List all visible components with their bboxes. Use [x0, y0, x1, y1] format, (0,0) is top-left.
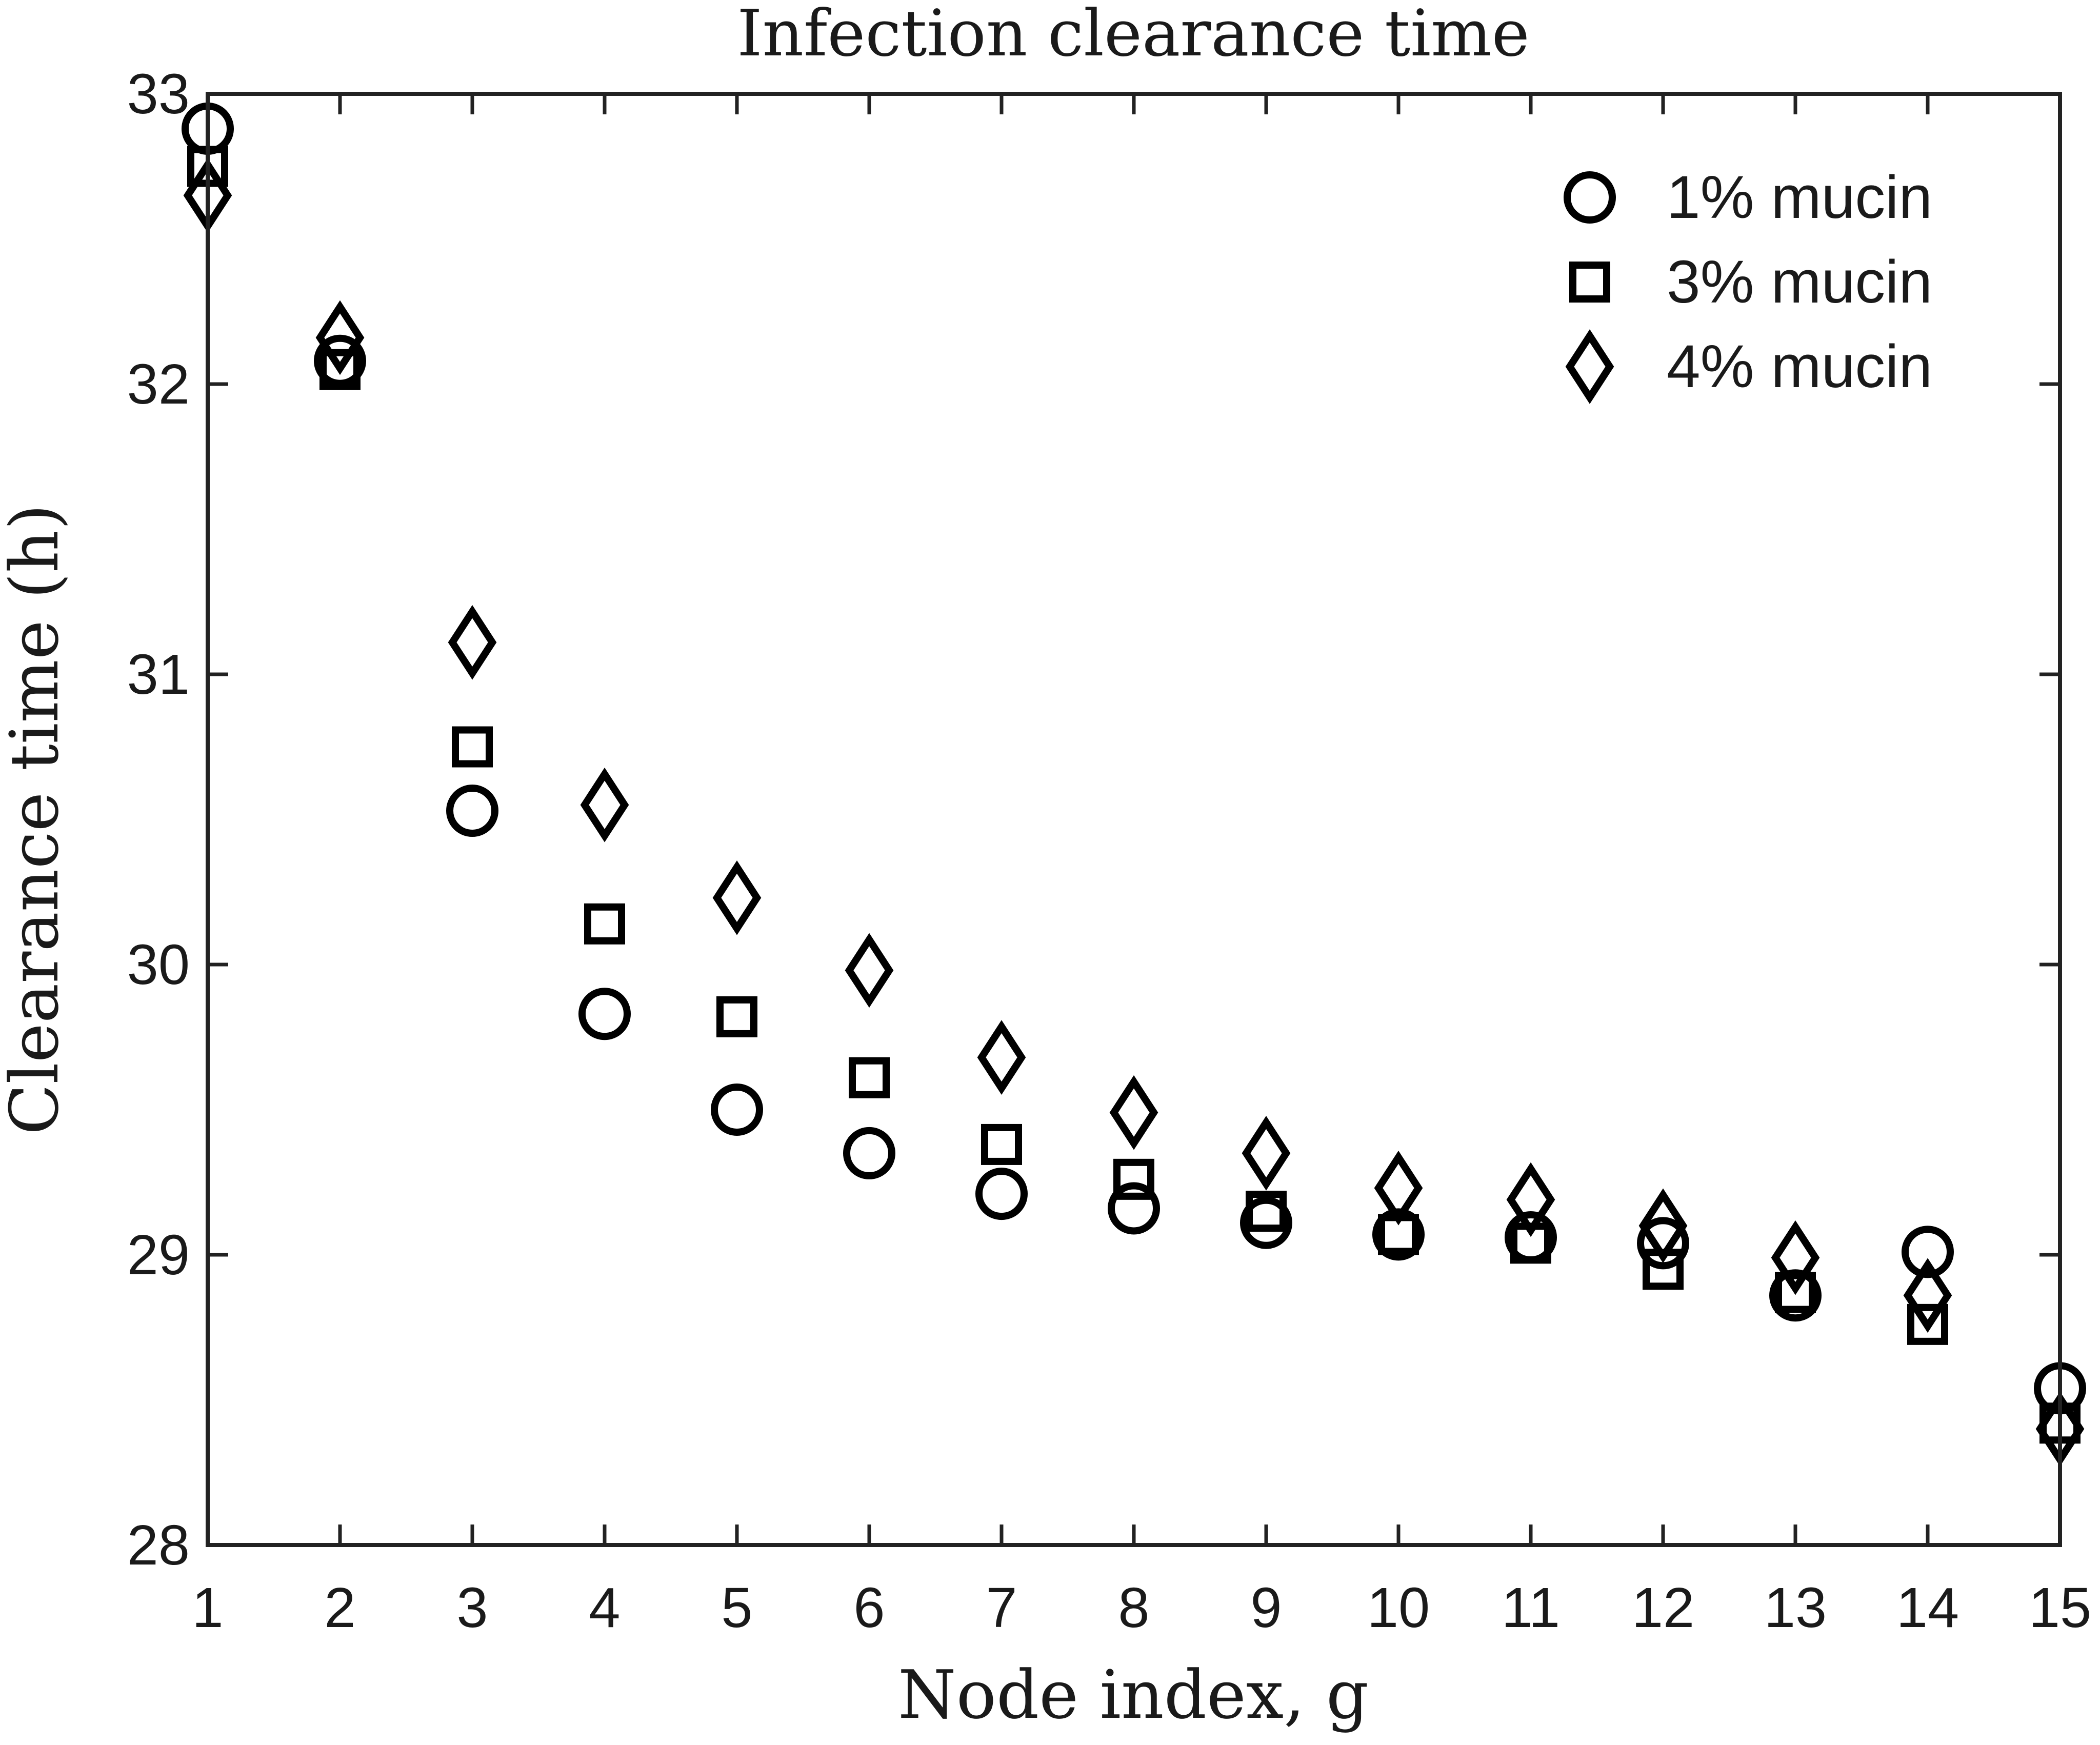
- x-tick-label: 12: [1632, 1576, 1694, 1639]
- x-tick-label: 11: [1502, 1576, 1560, 1639]
- x-axis-title: Node index, g: [898, 1656, 1369, 1734]
- x-tick-label: 9: [1250, 1576, 1282, 1639]
- legend-label: 4% mucin: [1667, 333, 1932, 400]
- x-tick-label: 6: [853, 1576, 885, 1639]
- y-tick-label: 29: [127, 1223, 190, 1287]
- data-point-diamond: [1638, 1188, 1688, 1263]
- data-point-circle: [975, 1168, 1028, 1220]
- data-point-square: [849, 1057, 890, 1098]
- y-tick-label: 32: [127, 353, 190, 416]
- data-point-diamond: [448, 605, 497, 680]
- x-tick-label: 7: [986, 1576, 1017, 1639]
- y-axis-title: Clearance time (h): [0, 504, 73, 1135]
- x-tick-label: 2: [324, 1576, 355, 1639]
- data-point-diamond: [1506, 1162, 1555, 1237]
- y-tick-label: 28: [127, 1514, 190, 1577]
- legend-label: 1% mucin: [1667, 164, 1932, 231]
- legend-label: 3% mucin: [1667, 248, 1932, 316]
- data-point-diamond: [1109, 1075, 1158, 1150]
- data-point-diamond: [845, 933, 894, 1008]
- data-point-square: [1907, 1303, 1948, 1345]
- y-tick-label: 33: [127, 63, 190, 126]
- x-tick-label: 1: [192, 1576, 223, 1639]
- y-tick-label: 30: [127, 933, 190, 996]
- data-point-diamond: [580, 767, 629, 843]
- x-tick-label: 14: [1896, 1576, 1959, 1639]
- data-point-square: [584, 903, 625, 945]
- data-point-diamond: [1903, 1258, 1952, 1333]
- x-tick-label: 10: [1367, 1576, 1430, 1639]
- data-point-square: [1113, 1158, 1154, 1200]
- data-point-circle: [1372, 1208, 1425, 1261]
- data-point-square: [1246, 1191, 1287, 1232]
- data-point-circle: [1637, 1217, 1689, 1270]
- x-tick-label: 4: [589, 1576, 620, 1639]
- chart-title: Infection clearance time: [737, 0, 1530, 71]
- data-point-circle: [1902, 1226, 1954, 1278]
- x-tick-label: 5: [721, 1576, 752, 1639]
- data-point-circle: [446, 785, 498, 837]
- data-point-diamond: [1374, 1150, 1423, 1226]
- data-point-circle: [1240, 1196, 1292, 1249]
- data-point-circle: [711, 1084, 763, 1136]
- legend: 1% mucin 3% mucin 4% mucin: [1564, 164, 1932, 404]
- data-point-circle: [578, 988, 631, 1040]
- plot-marks: [182, 102, 2086, 1467]
- x-tick-label: 13: [1764, 1576, 1827, 1639]
- legend-diamond-icon: [1565, 329, 1614, 404]
- x-tick-label: 15: [2029, 1576, 2091, 1639]
- data-point-square: [452, 726, 493, 768]
- data-point-diamond: [1771, 1220, 1820, 1295]
- data-point-square: [319, 349, 361, 390]
- x-tick-label: 3: [456, 1576, 488, 1639]
- data-point-square: [1775, 1272, 1816, 1313]
- data-point-diamond: [315, 300, 365, 375]
- data-point-square: [981, 1124, 1022, 1165]
- data-point-square: [716, 996, 757, 1037]
- y-tick-label: 31: [127, 643, 190, 706]
- data-point-circle: [1108, 1182, 1160, 1235]
- x-tick-label: 8: [1118, 1576, 1149, 1639]
- legend-square-icon: [1569, 262, 1610, 303]
- data-point-diamond: [712, 860, 762, 935]
- data-point-circle: [843, 1127, 895, 1179]
- legend-circle-icon: [1564, 171, 1616, 224]
- data-point-diamond: [977, 1020, 1026, 1095]
- data-point-diamond: [1242, 1116, 1291, 1191]
